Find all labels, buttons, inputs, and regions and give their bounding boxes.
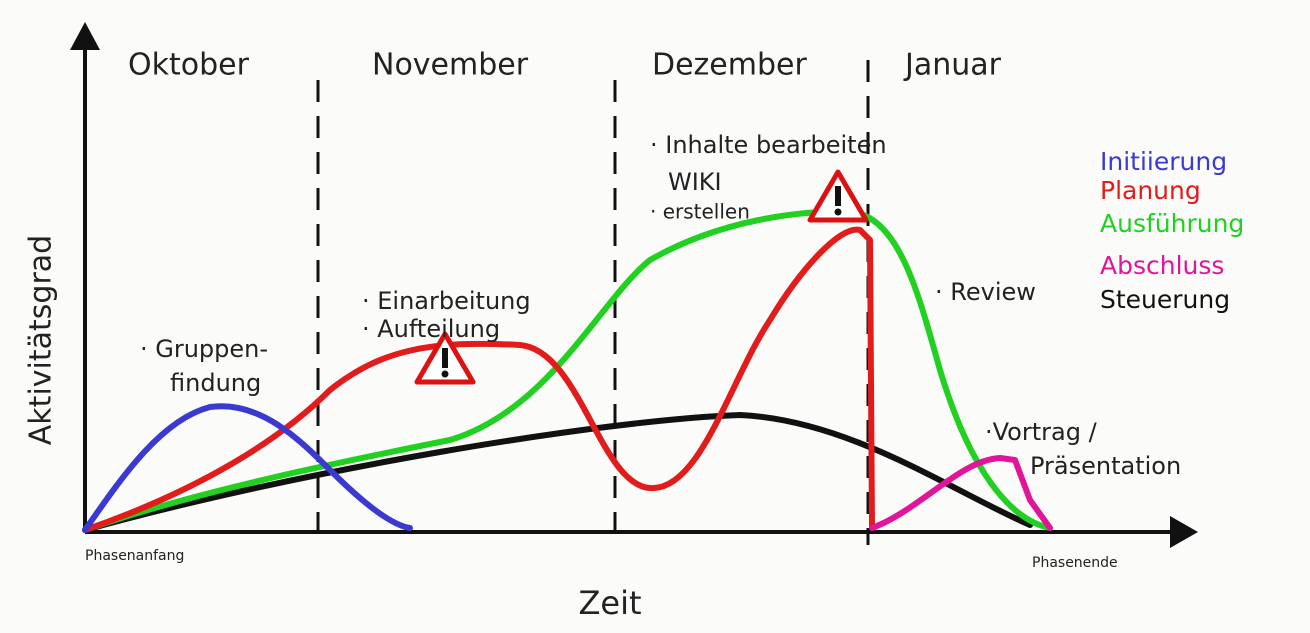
month-label: November — [372, 48, 529, 83]
curve-initiierung — [82, 403, 413, 533]
legend-entry: Planung — [1100, 176, 1201, 205]
annotation: findung — [170, 369, 261, 397]
warning-icon — [807, 169, 869, 223]
warning-icon — [414, 331, 476, 385]
annotation: · erstellen — [650, 200, 750, 224]
annotation: Präsentation — [1030, 452, 1181, 480]
annotation: ·Vortrag / — [985, 418, 1098, 446]
curve-abschluss — [869, 455, 1053, 531]
legend-entry: Abschluss — [1100, 251, 1224, 280]
curve-planung — [82, 226, 875, 533]
legend-entry: Initiierung — [1100, 147, 1227, 176]
x-axis-label: Zeit — [578, 584, 641, 622]
annotation: · Inhalte bearbeiten — [650, 131, 887, 159]
x-arrow — [1170, 516, 1198, 548]
month-dividers — [316, 60, 870, 545]
curve-steuerung — [82, 412, 1033, 533]
annotation: · Gruppen- — [140, 335, 268, 363]
start-label: Phasenanfang — [85, 548, 184, 564]
y-arrow — [70, 22, 100, 50]
end-label: Phasenende — [1032, 555, 1118, 571]
annotation: WIKI — [668, 168, 722, 196]
month-label: Oktober — [128, 48, 250, 83]
legend-entry: Ausführung — [1100, 209, 1244, 238]
annotation: · Einarbeitung — [362, 287, 531, 315]
y-axis-label: Aktivitätsgrad — [24, 235, 59, 445]
annotation: · Aufteilung — [362, 315, 500, 343]
curve-ausfuehrung — [82, 208, 1053, 533]
month-label: Januar — [903, 48, 1002, 83]
month-label: Dezember — [652, 48, 807, 83]
annotation: · Review — [935, 278, 1036, 306]
legend-entry: Steuerung — [1100, 285, 1230, 314]
